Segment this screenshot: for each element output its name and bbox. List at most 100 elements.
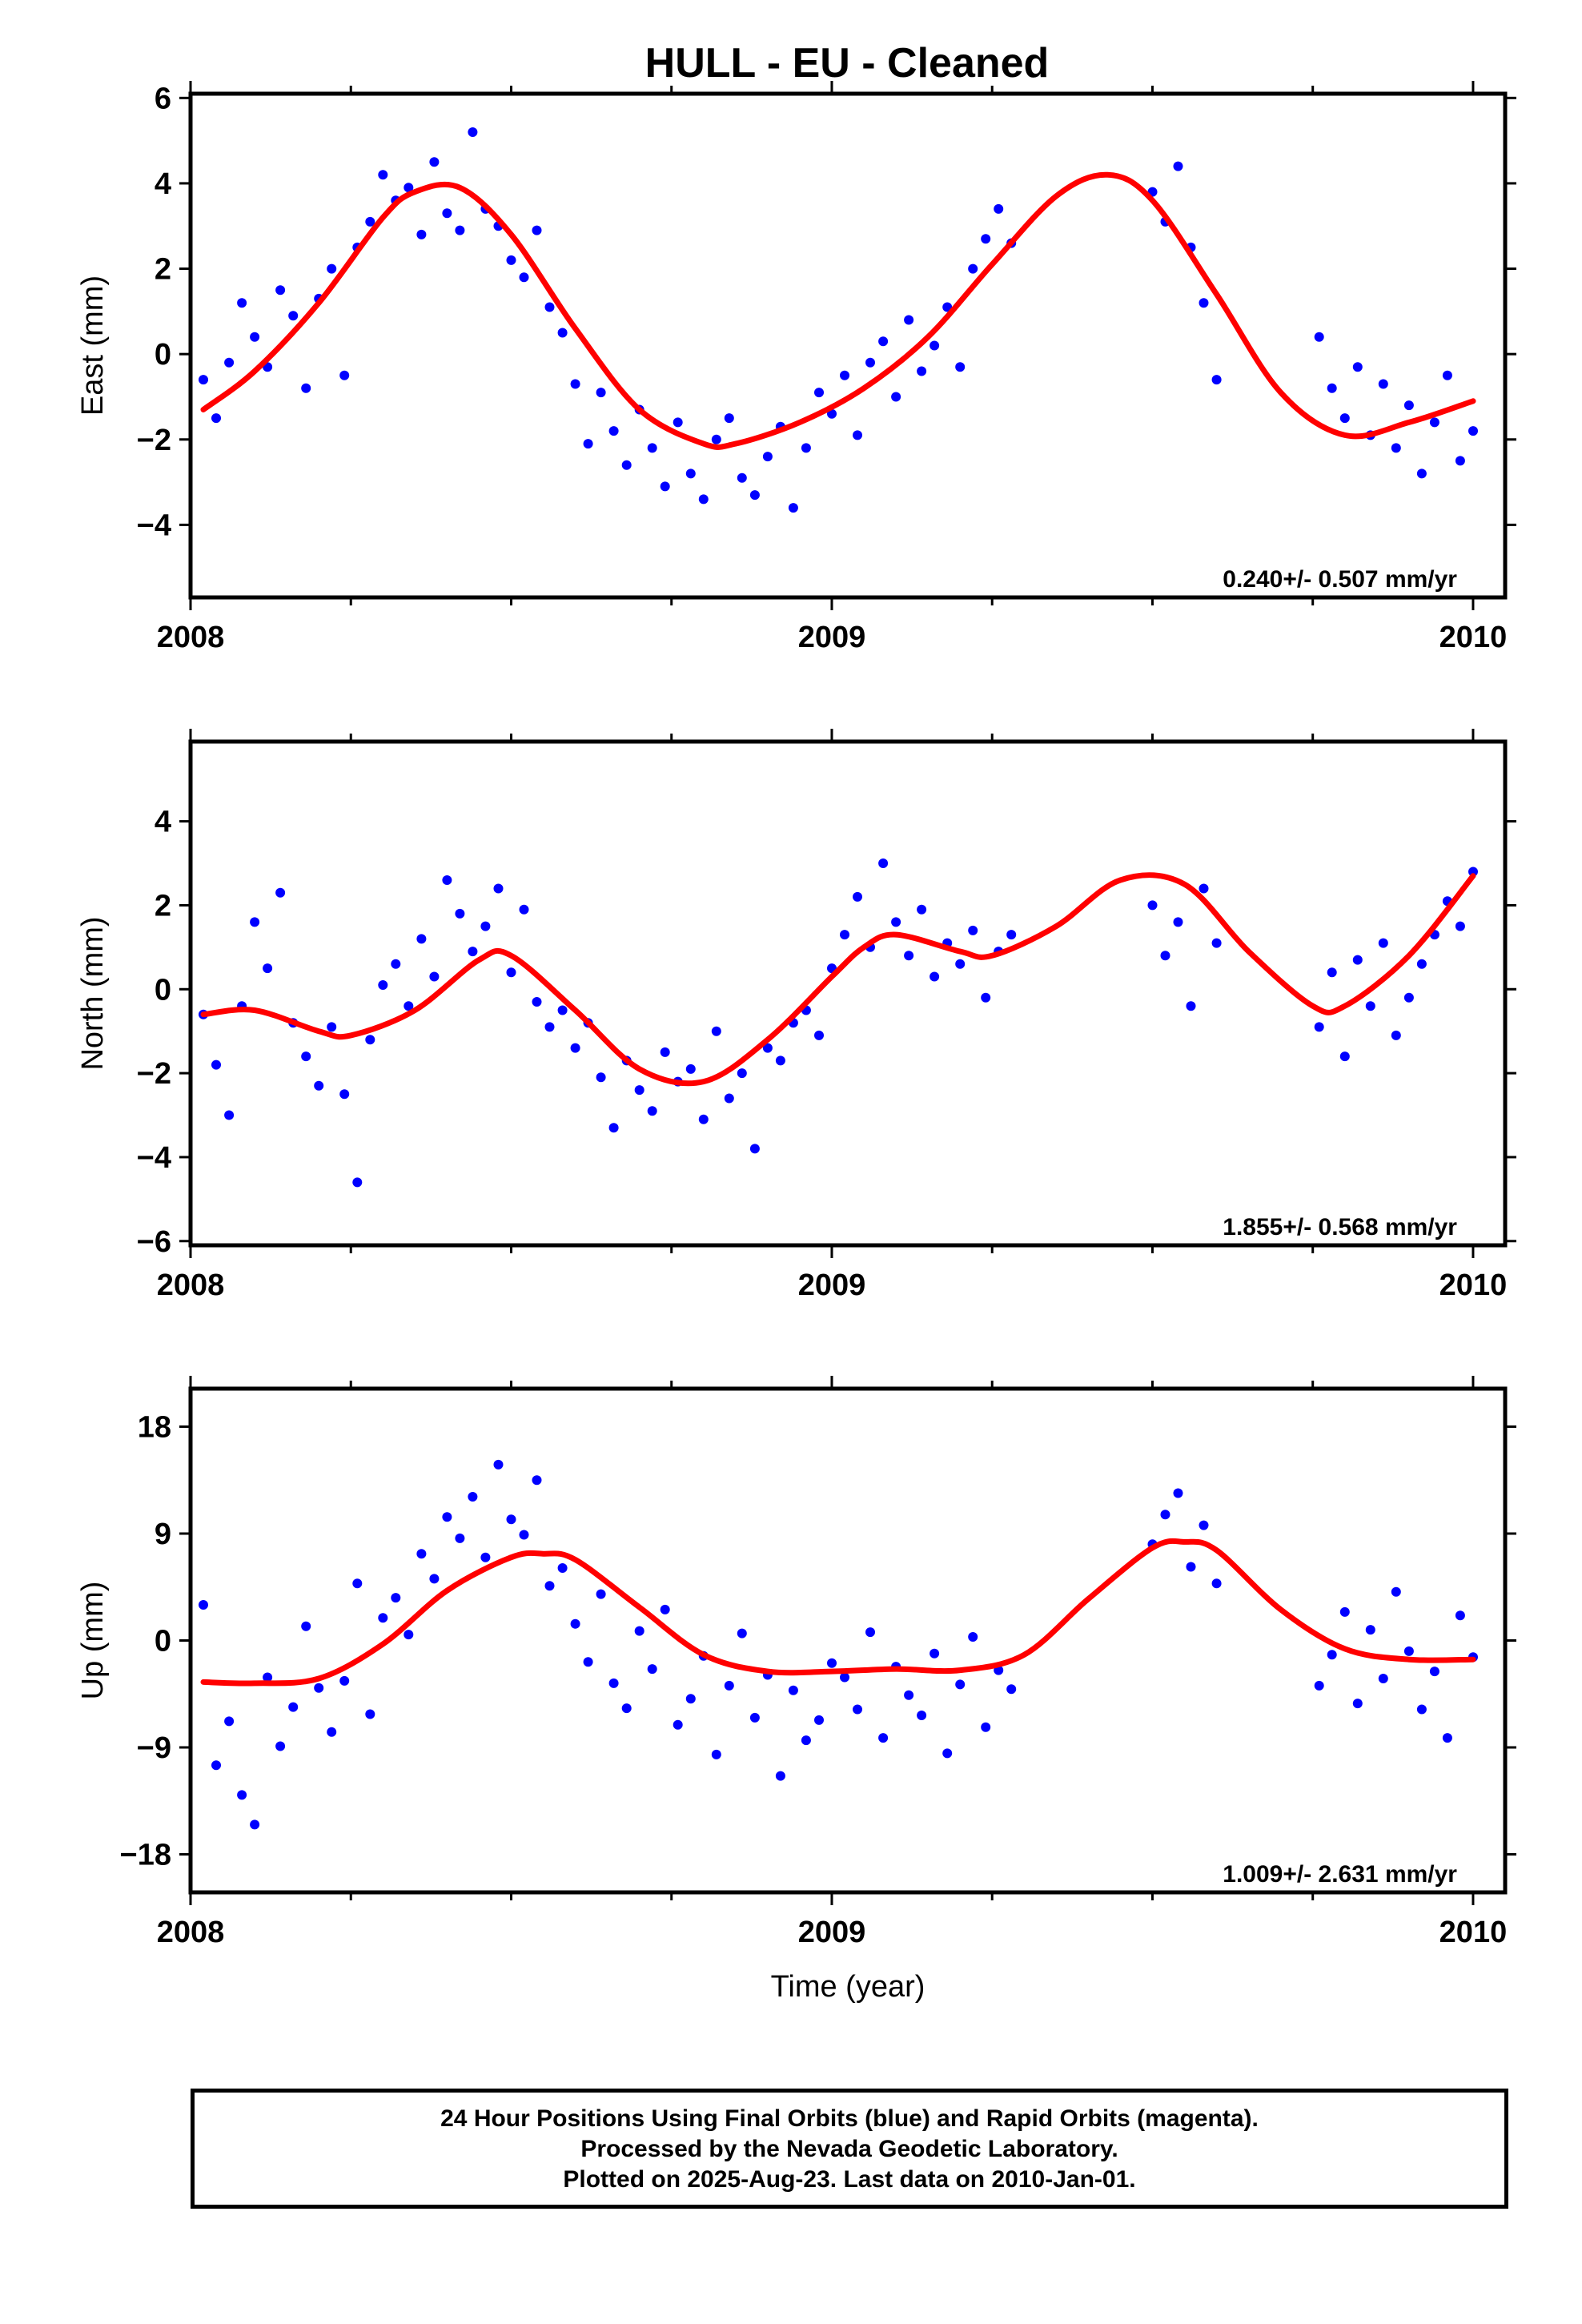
east-y-tick-label: −4: [137, 509, 171, 542]
north-data-point: [1391, 1030, 1401, 1040]
north-data-point: [762, 1043, 773, 1053]
up-data-point: [429, 1574, 440, 1584]
north-data-point: [301, 1051, 311, 1062]
east-y-tick-label: 4: [155, 167, 171, 201]
east-data-point: [788, 503, 798, 513]
up-fit-line: [200, 1538, 1476, 1687]
up-data-point: [660, 1604, 670, 1614]
east-data-point: [814, 388, 824, 398]
north-data-point: [275, 887, 286, 898]
east-y-tick-label: −2: [137, 424, 171, 457]
north-data-point: [1199, 883, 1209, 894]
up-data-point: [416, 1549, 427, 1559]
up-data-point: [981, 1722, 991, 1732]
north-panel: −6 −4 −2 0 2 4 2008 2009 2010 North (mm) 1.855+/- …: [76, 729, 1516, 1302]
up-data-point: [930, 1648, 940, 1659]
north-data-point: [365, 1035, 375, 1045]
up-data-point: [865, 1627, 875, 1638]
north-data-point: [557, 1005, 568, 1015]
up-data-point: [955, 1679, 966, 1690]
up-data-point: [608, 1678, 619, 1688]
up-data-point: [634, 1626, 644, 1636]
east-data-point: [519, 272, 529, 283]
up-data-point: [1160, 1510, 1170, 1520]
north-fit-line: [200, 872, 1476, 1087]
north-data-point: [660, 1047, 670, 1057]
up-x-tick-label: 2008: [157, 1916, 225, 1949]
east-data-point: [698, 494, 709, 505]
east-data-point: [365, 216, 375, 227]
east-data-point: [544, 302, 555, 312]
east-data-point: [685, 468, 696, 479]
up-data-point: [583, 1657, 593, 1667]
north-data-point: [211, 1059, 221, 1070]
east-data-point: [737, 472, 747, 483]
north-data-point: [596, 1072, 606, 1083]
east-rate-label: 0.240+/- 0.507 mm/yr: [1223, 566, 1457, 593]
east-data-point: [532, 225, 542, 235]
north-data-point: [749, 1144, 760, 1154]
east-data-point: [608, 426, 619, 436]
chart-title: HULL - EU - Cleaned: [645, 40, 1050, 86]
up-y-axis-label: Up (mm): [76, 1582, 110, 1700]
north-data-point: [1327, 967, 1337, 978]
up-data-point: [1378, 1674, 1388, 1683]
east-data-point: [570, 379, 580, 389]
up-data-point: [1327, 1650, 1337, 1660]
up-data-point: [570, 1618, 580, 1629]
north-data-point: [968, 925, 978, 935]
up-data-point: [1429, 1667, 1439, 1677]
up-data-point: [1442, 1733, 1452, 1743]
north-rate-label: 1.855+/- 0.568 mm/yr: [1223, 1214, 1457, 1240]
east-data-point: [930, 340, 940, 351]
north-data-point: [930, 971, 940, 982]
north-data-point: [685, 1063, 696, 1074]
east-data-point: [878, 336, 889, 347]
east-data-point: [673, 417, 683, 428]
east-data-point: [917, 366, 927, 376]
up-data-point: [250, 1819, 260, 1830]
up-data-point: [519, 1530, 529, 1540]
east-y-tick-label: 0: [155, 338, 171, 372]
east-data-point: [378, 170, 388, 180]
north-data-point: [955, 959, 966, 969]
east-data-point: [660, 481, 670, 492]
up-data-point: [275, 1741, 286, 1751]
up-data-point: [237, 1790, 247, 1800]
east-data-point: [981, 234, 991, 244]
east-data-point: [442, 208, 452, 219]
north-data-point: [1416, 959, 1427, 969]
north-data-point: [314, 1080, 324, 1091]
north-y-tick-label: 0: [155, 973, 171, 1007]
east-data-point: [1339, 413, 1350, 424]
north-data-point: [378, 980, 388, 990]
north-data-point: [532, 997, 542, 1007]
north-data-point: [1314, 1022, 1324, 1032]
north-x-tick-label: 2010: [1439, 1269, 1508, 1302]
up-data-point: [468, 1492, 478, 1502]
north-data-point: [1403, 992, 1414, 1003]
north-data-point: [493, 883, 504, 894]
east-data-point: [237, 298, 247, 308]
east-data-point: [583, 439, 593, 449]
footer-note: 24 Hour Positions Using Final Orbits (bl…: [191, 2089, 1508, 2209]
east-data-point: [1416, 468, 1427, 479]
north-data-point: [455, 908, 465, 919]
up-data-point: [917, 1711, 927, 1720]
up-data-point: [480, 1552, 491, 1562]
east-data-point: [404, 183, 414, 193]
up-data-point: [288, 1702, 299, 1712]
east-data-point: [455, 225, 465, 235]
east-data-point: [801, 443, 811, 453]
north-data-point: [634, 1085, 644, 1096]
up-data-point: [506, 1514, 516, 1525]
east-x-tick-label: 2010: [1439, 621, 1508, 654]
up-y-tick-label: 0: [155, 1625, 171, 1659]
up-data-point: [327, 1727, 337, 1737]
north-data-point: [519, 904, 529, 915]
east-data-point: [1442, 370, 1452, 380]
north-data-point: [391, 959, 401, 969]
up-data-point: [904, 1690, 914, 1700]
up-data-point: [711, 1749, 721, 1759]
